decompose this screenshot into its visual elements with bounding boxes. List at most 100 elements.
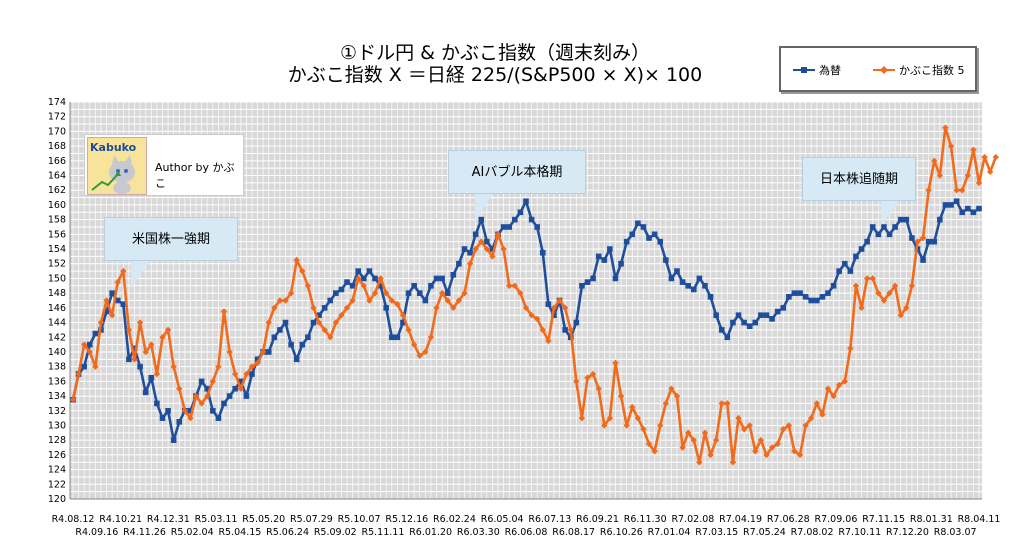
data-point-fx: [506, 224, 513, 230]
data-point-fx: [718, 327, 725, 333]
data-point-fx: [411, 282, 417, 289]
data-point-fx: [372, 275, 378, 282]
data-point-fx: [892, 224, 898, 230]
data-point-kabuko: [338, 312, 345, 319]
y-tick-label: 148: [48, 288, 66, 299]
data-point-fx: [601, 257, 608, 263]
data-point-kabuko: [243, 370, 250, 378]
data-point-kabuko: [220, 308, 228, 315]
x-tick-label: R7.01.04: [648, 527, 691, 538]
y-tick-label: 172: [48, 112, 66, 123]
data-point-fx: [668, 275, 675, 282]
data-point-fx: [646, 235, 652, 241]
data-point-kabuko: [936, 172, 944, 179]
data-point-fx: [629, 231, 636, 238]
data-point-kabuko: [690, 436, 697, 444]
data-point-kabuko: [584, 374, 591, 381]
data-point-fx: [103, 308, 110, 315]
data-point-fx: [814, 297, 820, 304]
data-point-fx: [763, 312, 770, 319]
data-point-kabuko: [886, 289, 893, 297]
data-point-kabuko: [684, 429, 692, 437]
data-point-kabuko: [897, 312, 904, 319]
data-point-fx: [774, 308, 781, 315]
x-axis-ticks: R4.08.12 R4.09.16 R4.10.21 R4.11.26 R4.12.31…: [52, 514, 1001, 538]
data-point-fx: [758, 312, 764, 319]
data-point-fx: [864, 238, 870, 245]
data-point-fx: [573, 319, 580, 326]
data-point-kabuko: [108, 312, 116, 319]
y-tick-label: 146: [48, 303, 66, 314]
chart-subtitle: かぶこ指数 X ＝日経 225/(S&P500 × X)× 100: [287, 64, 703, 86]
data-point-kabuko: [774, 440, 781, 448]
x-tick-label: R6.09.21: [576, 514, 619, 525]
data-point-kabuko: [187, 414, 194, 422]
chart-title: ①ドル円 & かぶこ指数（週末刻み）: [340, 42, 650, 64]
series-layer: [69, 124, 999, 466]
x-tick-label: R6.03.30: [457, 527, 500, 538]
data-point-fx: [858, 246, 865, 252]
data-point-fx: [702, 282, 708, 289]
data-point-fx: [344, 279, 350, 285]
data-point-fx: [942, 202, 949, 208]
x-tick-label: R6.10.26: [600, 527, 643, 538]
data-point-kabuko: [377, 275, 384, 282]
y-tick-label: 154: [48, 244, 66, 255]
y-tick-label: 134: [48, 391, 66, 402]
data-point-fx: [321, 305, 328, 311]
callout-us-strong-text: 米国株一強期: [131, 232, 210, 247]
data-point-fx: [159, 415, 166, 421]
data-point-fx: [517, 209, 524, 216]
x-tick-label: R7.06.28: [767, 514, 810, 525]
data-point-kabuko: [589, 370, 597, 378]
y-tick-label: 124: [48, 465, 66, 476]
data-point-fx: [920, 257, 926, 263]
x-tick-label: R7.02.08: [671, 514, 714, 525]
x-tick-label: R6.01.20: [409, 527, 452, 538]
data-point-fx: [752, 319, 759, 326]
data-point-fx: [830, 282, 837, 289]
data-point-kabuko: [657, 422, 664, 429]
data-point-kabuko: [204, 392, 211, 400]
data-point-kabuko: [271, 304, 278, 312]
data-point-fx: [746, 323, 753, 330]
y-tick-label: 156: [48, 229, 66, 240]
data-point-kabuko: [752, 448, 759, 455]
data-point-fx: [847, 268, 854, 274]
data-point-kabuko: [645, 440, 653, 448]
data-point-kabuko: [461, 289, 468, 297]
data-point-fx: [271, 334, 278, 341]
data-point-fx: [366, 268, 373, 274]
data-point-fx: [198, 378, 205, 385]
data-point-kabuko: [69, 396, 77, 403]
data-point-kabuko: [287, 289, 295, 297]
data-point-kabuko: [863, 275, 871, 282]
x-tick-label: R5.12.16: [385, 514, 428, 525]
legend: 為替 かぶこ指数 5: [779, 46, 977, 92]
data-point-kabuko: [315, 319, 323, 326]
data-point-kabuko: [763, 451, 770, 459]
data-point-fx: [165, 407, 171, 414]
x-tick-label: R5.06.24: [266, 527, 309, 538]
y-tick-label: 120: [48, 494, 66, 505]
x-tick-label: R7.04.19: [719, 514, 762, 525]
data-point-kabuko: [517, 289, 524, 297]
data-point-kabuko: [438, 289, 446, 297]
data-point-kabuko: [830, 392, 837, 400]
data-point-fx: [590, 275, 596, 282]
data-point-kabuko: [371, 289, 379, 297]
data-point-kabuko: [388, 297, 395, 304]
data-point-fx: [897, 216, 904, 223]
data-point-kabuko: [875, 289, 882, 297]
data-point-kabuko: [103, 297, 110, 304]
data-point-kabuko: [942, 124, 949, 131]
x-tick-label: R8.04.11: [958, 514, 1001, 525]
data-point-fx: [545, 301, 552, 307]
data-point-kabuko: [696, 459, 703, 466]
data-point-fx: [685, 282, 691, 289]
data-point-fx: [976, 205, 982, 212]
data-point-kabuko: [455, 297, 463, 304]
x-tick-label: R6.02.24: [433, 514, 476, 525]
data-point-kabuko: [835, 381, 843, 389]
data-point-kabuko: [740, 425, 748, 433]
